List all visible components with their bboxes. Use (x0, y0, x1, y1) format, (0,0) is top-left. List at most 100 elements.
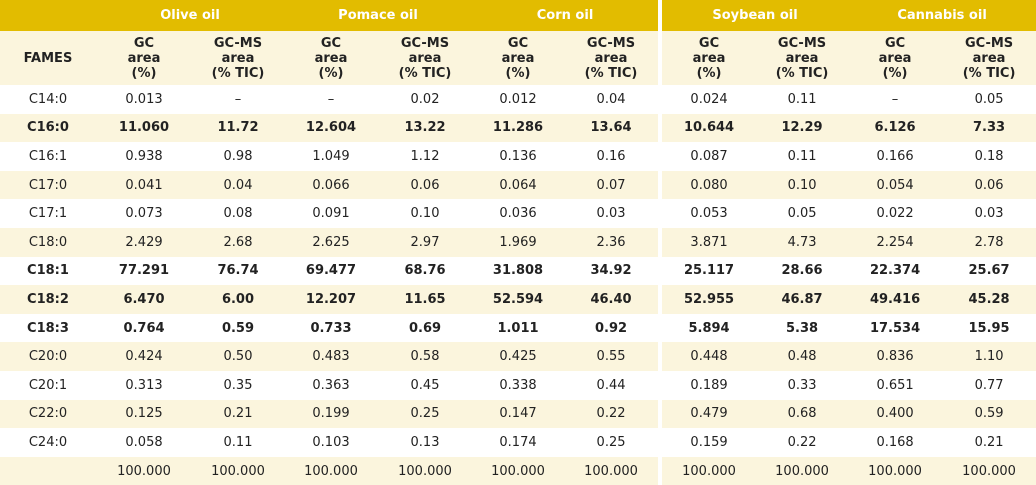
header-line: area (314, 50, 348, 66)
corn-oil-gc-area-header: GC area (%) (472, 31, 565, 85)
table-row: C20:0 0.424 0.50 0.483 0.58 0.425 0.55 0.448 0.4… (0, 342, 1036, 371)
table-row: C18:3 0.764 0.59 0.733 0.69 1.011 0.92 5.894 5.3… (0, 313, 1036, 343)
table-row: C18:2 6.470 6.00 12.207 11.65 52.594 46.40 52.9… (0, 285, 1036, 314)
fame-name-cell: C16:1 (0, 142, 96, 171)
fame-name-cell: C22:0 (0, 399, 96, 429)
value-cell: 0.21 (192, 399, 284, 429)
value-cell: 7.33 (942, 113, 1036, 143)
value-cell: 0.50 (192, 342, 284, 371)
value-cell: 0.022 (848, 199, 943, 228)
header-line: area (878, 50, 912, 66)
header-line: area (408, 50, 442, 66)
value-cell: 0.06 (942, 170, 1036, 200)
total-row: 100.000 100.000 100.000 100.000 100.000 100.0… (0, 456, 1036, 485)
header-line: area (972, 50, 1006, 66)
value-cell: 76.74 (192, 256, 284, 286)
corn-oil-gcms-area-header: GC-MS area (% TIC) (564, 31, 663, 85)
header-line: area (594, 50, 628, 66)
olive-oil-gcms-area-header: GC-MS area (% TIC) (192, 31, 284, 85)
value-cell: 0.58 (378, 342, 473, 371)
value-cell: 100.000 (848, 456, 943, 485)
header-line: GC-MS (586, 35, 636, 51)
table-row: C16:0 11.060 11.72 12.604 13.22 11.286 13.64 10… (0, 113, 1036, 143)
value-cell: 34.92 (564, 256, 663, 286)
header-line: area (127, 50, 161, 66)
value-cell: 0.04 (564, 85, 663, 114)
value-cell: 17.534 (848, 313, 943, 343)
fame-name-cell: C16:0 (0, 113, 96, 143)
group-header-cannabis-oil: Cannabis oil (848, 0, 1036, 31)
header-line: area (501, 50, 535, 66)
value-cell: 15.95 (942, 313, 1036, 343)
header-line: (%) (696, 65, 722, 81)
value-cell: 0.55 (564, 342, 663, 371)
value-cell: – (848, 85, 943, 114)
group-header-blank (0, 0, 96, 31)
value-cell: 0.07 (564, 170, 663, 200)
value-cell: 0.053 (660, 199, 757, 228)
header-line: (%) (882, 65, 908, 81)
value-cell: 0.400 (848, 399, 943, 429)
value-cell: 0.166 (848, 142, 943, 171)
value-cell: 11.65 (378, 285, 473, 314)
value-cell: 0.479 (660, 399, 757, 429)
table-row: C14:0 0.013– –0.02 0.012 0.04 0.024 0.11–0.05 (0, 85, 1036, 114)
value-cell: 46.87 (756, 285, 849, 314)
value-cell: 52.955 (660, 285, 757, 314)
header-line: GC (320, 35, 342, 51)
value-cell: 0.013 (96, 85, 192, 114)
group-header-soybean-oil: Soybean oil (660, 0, 849, 31)
value-cell: 49.416 (848, 285, 943, 314)
value-cell: 6.126 (848, 113, 943, 143)
table-row: C22:0 0.125 0.21 0.199 0.25 0.147 0.22 0.479 0.6… (0, 399, 1036, 429)
value-cell: 0.174 (472, 428, 565, 457)
header-line: (% TIC) (962, 65, 1016, 81)
value-cell: 2.254 (848, 227, 943, 257)
fame-name-cell: C17:1 (0, 199, 96, 228)
value-cell: 4.73 (756, 227, 849, 257)
table-row: C20:1 0.313 0.35 0.363 0.45 0.338 0.44 0.189 0.3… (0, 370, 1036, 400)
value-cell: 0.48 (756, 342, 849, 371)
fames-header: FAMES (0, 31, 96, 85)
value-cell: 28.66 (756, 256, 849, 286)
value-cell: 2.625 (284, 227, 378, 257)
fame-name-cell: C24:0 (0, 428, 96, 457)
value-cell: 11.72 (192, 113, 284, 143)
table-body: C14:0 0.013– –0.02 0.012 0.04 0.024 0.11–0.05 C… (0, 85, 1036, 485)
value-cell: 0.08 (192, 199, 284, 228)
header-line: GC (698, 35, 720, 51)
value-cell: 0.448 (660, 342, 757, 371)
group-header-olive-oil: Olive oil (96, 0, 284, 31)
header-line: GC-MS (964, 35, 1014, 51)
value-cell: 11.286 (472, 113, 565, 143)
value-cell: 100.000 (942, 456, 1036, 485)
value-cell: 25.67 (942, 256, 1036, 286)
cannabis-oil-gcms-area-header: GC-MS area (% TIC) (942, 31, 1036, 85)
header-line: GC-MS (777, 35, 827, 51)
table-row: C17:0 0.041 0.04 0.066 0.06 0.064 0.07 0.080 0.1… (0, 170, 1036, 200)
value-cell: 100.000 (660, 456, 757, 485)
value-cell: 0.13 (378, 428, 473, 457)
value-cell: 0.091 (284, 199, 378, 228)
olive-oil-gc-area-header: GC area (%) (96, 31, 192, 85)
soybean-oil-gcms-area-header: GC-MS area (% TIC) (756, 31, 849, 85)
value-cell: 5.38 (756, 313, 849, 343)
value-cell: 12.207 (284, 285, 378, 314)
value-cell: 0.064 (472, 170, 565, 200)
value-cell: 0.18 (942, 142, 1036, 171)
value-cell: 0.058 (96, 428, 192, 457)
value-cell: 0.04 (192, 170, 284, 200)
value-cell: 0.16 (564, 142, 663, 171)
value-cell: 13.22 (378, 113, 473, 143)
value-cell: 77.291 (96, 256, 192, 286)
value-cell: 0.054 (848, 170, 943, 200)
header-line: (%) (318, 65, 344, 81)
header-line: (%) (131, 65, 157, 81)
value-cell: 0.066 (284, 170, 378, 200)
value-cell: 12.604 (284, 113, 378, 143)
fame-name-cell: C18:0 (0, 227, 96, 257)
header-line: GC-MS (213, 35, 263, 51)
value-cell: 0.189 (660, 370, 757, 400)
value-cell: 11.060 (96, 113, 192, 143)
